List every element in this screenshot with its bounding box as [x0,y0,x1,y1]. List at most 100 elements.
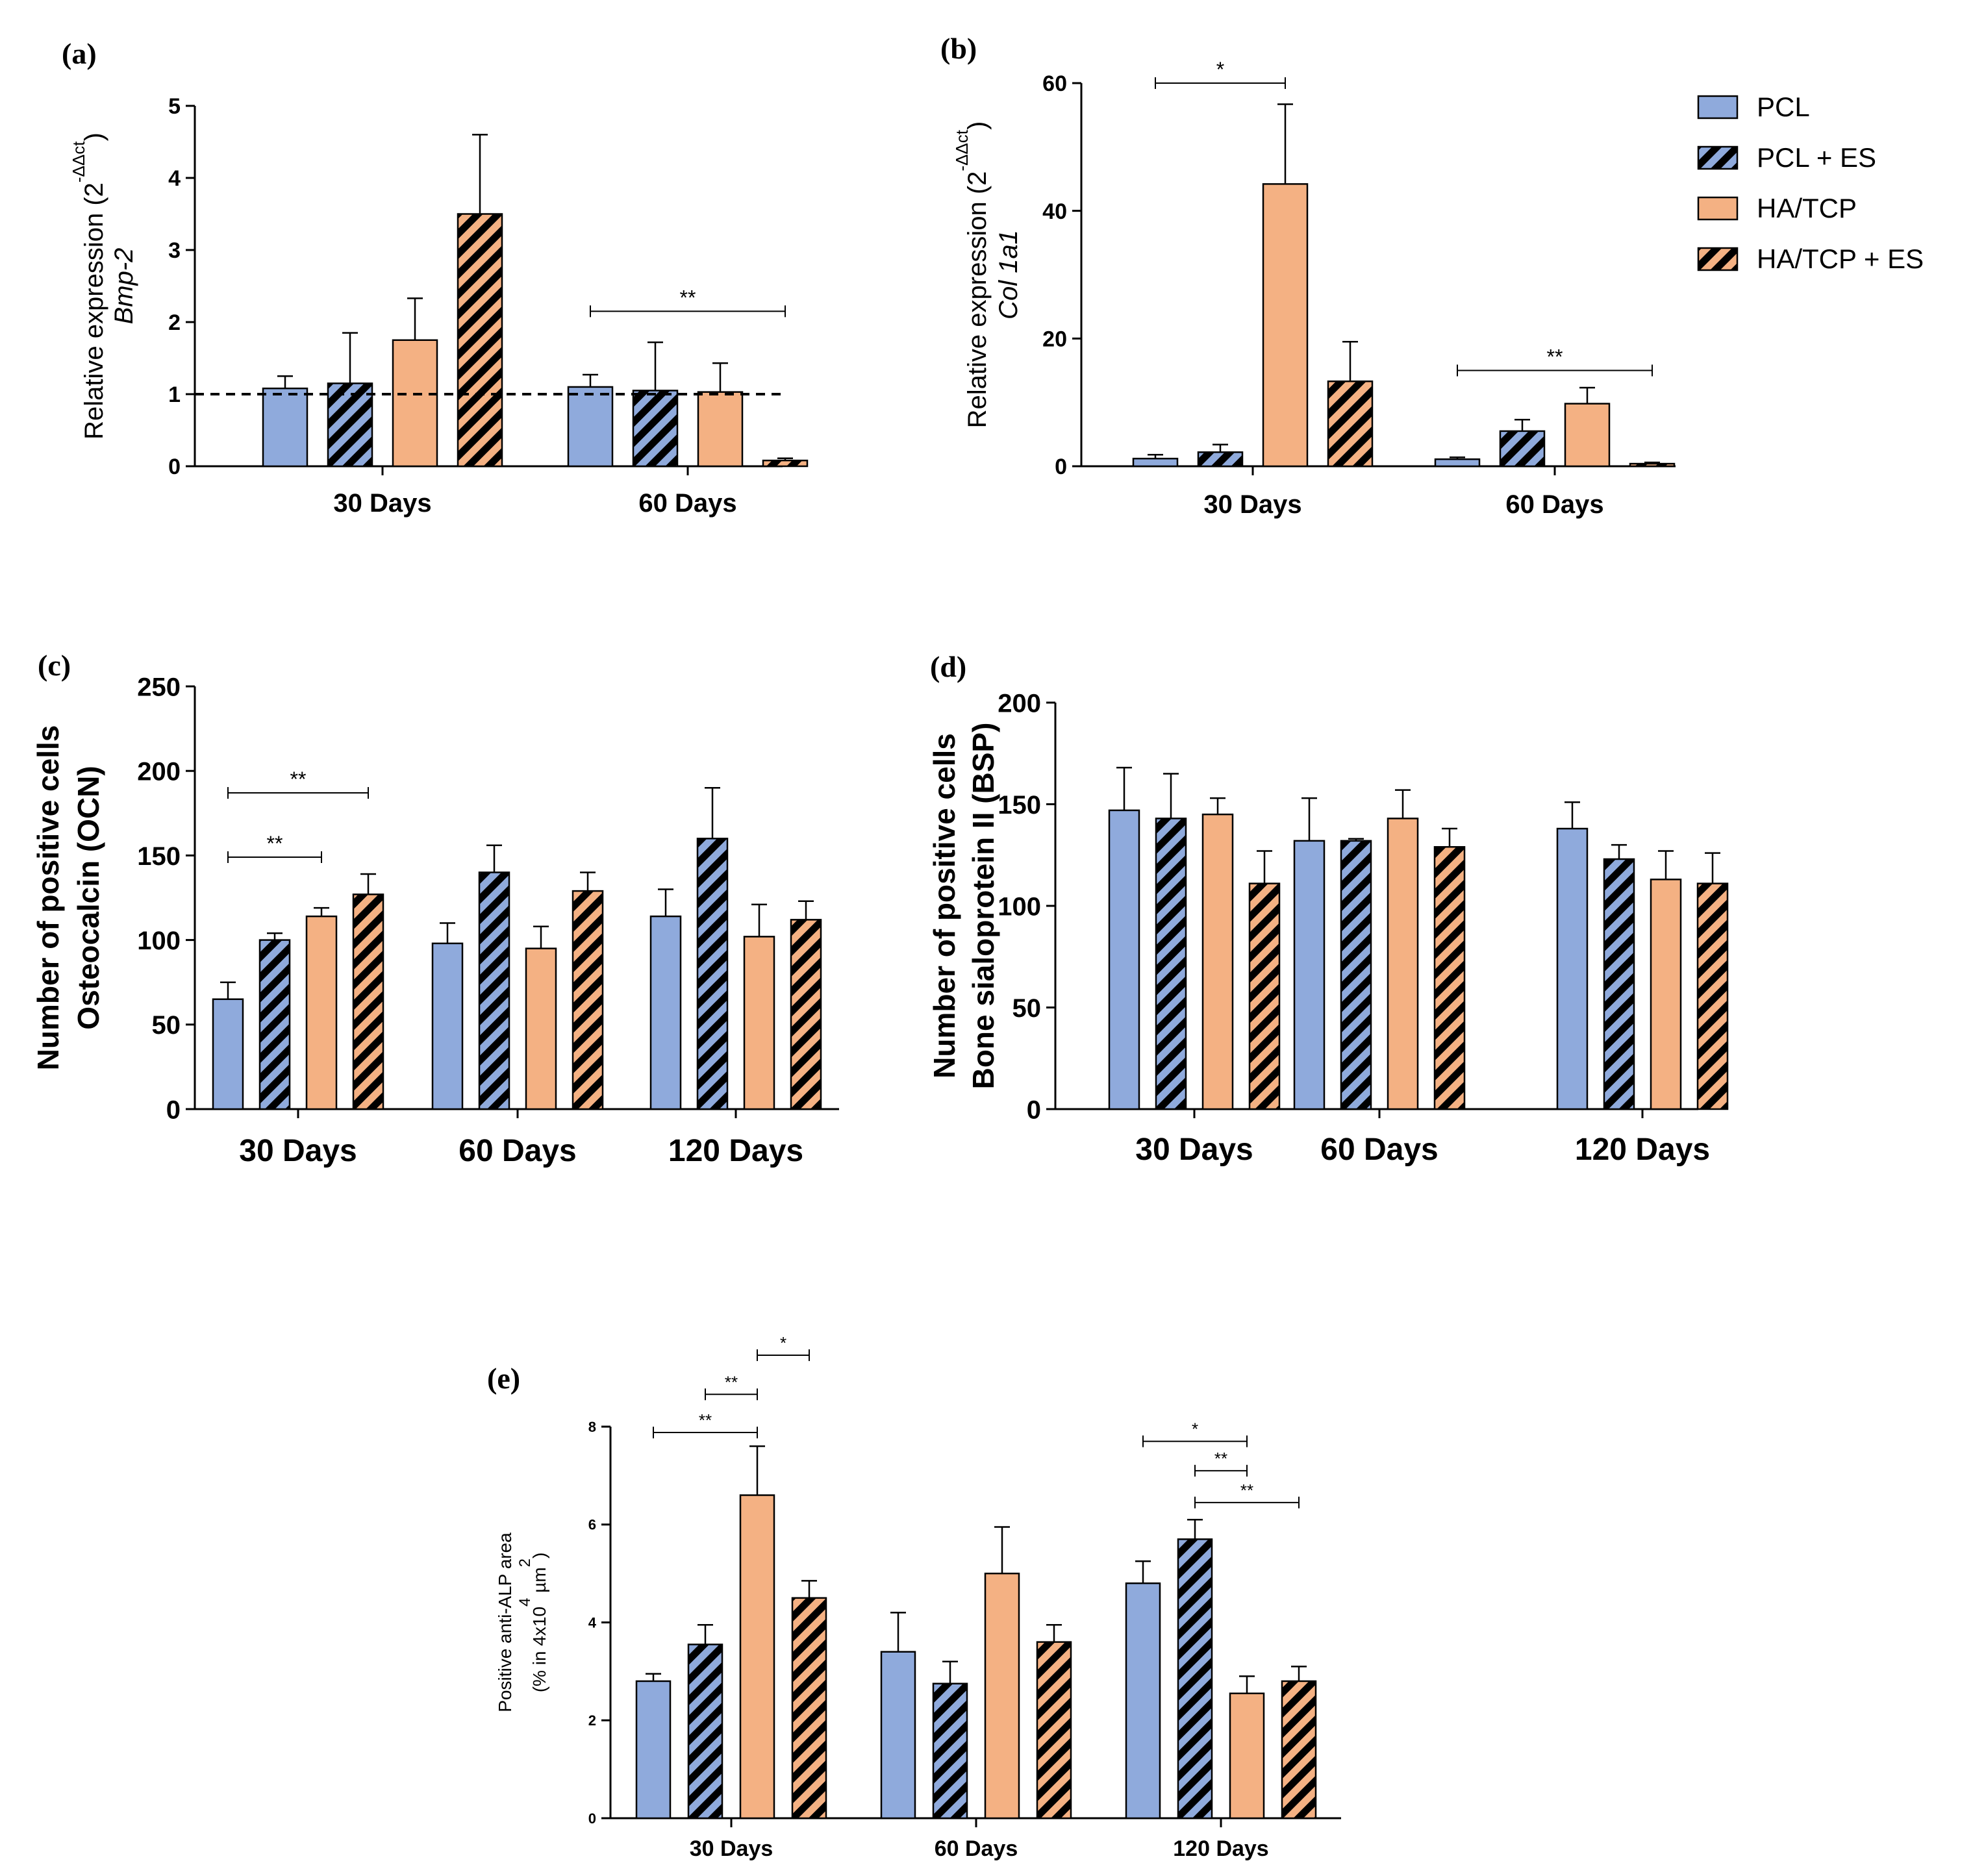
y-tick-label: 200 [998,689,1041,718]
bar-pcl-es [258,939,291,1110]
bar-pcl [431,942,464,1110]
y-axis-title-text: Osteocalcin (OCN) [71,766,105,1029]
bar-pcl-es-outline [1603,858,1635,1110]
bar-hatcp-es [352,894,384,1110]
legend-swatch-outline [1697,247,1739,271]
bar-hatcp [743,936,775,1110]
bar-hatcp-outline [984,1572,1020,1820]
bar-pcl-es-hatch [1178,1539,1212,1818]
bar-hatcp-es-hatch [353,894,383,1109]
bar-hatcp-outline [305,915,338,1110]
bar-hatcp [697,391,744,468]
bar-hatcp-fill [985,1573,1019,1818]
y-tick-label: 150 [137,842,181,871]
bar-hatcp-es [1248,882,1281,1110]
bar-pcl-es-hatch [697,838,727,1109]
y-axis-title-text: Relative expression (2 [963,171,992,429]
significance-label: * [1192,1420,1198,1439]
y-tick-label: 40 [1042,199,1067,224]
significance-label: ** [1240,1481,1253,1500]
legend-swatch-fill [1698,197,1737,219]
bar-hatcp [305,915,338,1110]
bar-pcl-outline [262,387,308,468]
y-tick-label: 4 [588,1614,597,1631]
legend-item: HA/TCP + ES [1697,244,1924,274]
bar-pcl-es-outline [932,1682,968,1820]
bar-pcl-es [1603,858,1635,1110]
y-tick-label: 100 [998,892,1041,921]
bar-pcl-es [932,1682,968,1820]
x-tick-label: 120 Days [1575,1132,1710,1167]
x-tick-label: 30 Days [1203,490,1301,519]
significance-label: ** [267,832,283,855]
y-axis-title-text: Positive anti-ALP area [495,1532,515,1712]
bar-hatcp-es-outline [457,213,503,468]
x-tick-label: 60 Days [638,489,736,518]
bar-pcl-es-outline [1499,430,1546,468]
bar-hatcp-es-outline [762,459,809,468]
bar-pcl-es-outline [1197,451,1244,468]
bar-hatcp-fill [526,948,556,1109]
legend-swatch [1697,145,1739,170]
bar-hatcp-es [1433,845,1466,1110]
y-axis-title-superscript: -ΔΔct [69,141,88,182]
bar-hatcp-es-outline [1327,380,1374,468]
bar-hatcp [1650,879,1682,1110]
y-tick-label: 0 [168,455,181,479]
bar-pcl-es-hatch [633,390,677,466]
bar-hatcp-es-hatch [792,1597,826,1818]
bar-pcl-fill [433,943,462,1109]
x-tick-label: 120 Days [668,1134,803,1168]
panel-label: (d) [930,650,966,683]
y-axis-title-superscript: 4 [516,1598,534,1607]
bar-hatcp [739,1494,775,1820]
bar-pcl-fill [1557,829,1587,1109]
y-tick-label: 6 [588,1517,596,1533]
y-tick-label: 8 [588,1419,596,1435]
bar-pcl [262,387,308,468]
bar-pcl-es-hatch [1604,859,1634,1109]
legend-swatch [1697,95,1739,119]
bar-hatcp-es-outline [791,1597,827,1820]
y-tick-label: 60 [1042,71,1067,96]
y-axis-title-text: Bone sialoprotein II (BSP) [966,723,1000,1090]
bar-pcl [649,915,682,1110]
bar-hatcp-es-hatch [1630,464,1674,466]
y-tick-label: 0 [166,1095,181,1124]
significance-label: * [780,1333,786,1353]
x-tick-label: 60 Days [935,1836,1018,1861]
significance-label: * [1216,58,1224,81]
bar-hatcp-es-hatch [1250,883,1279,1109]
bar-hatcp-es-outline [1629,462,1676,468]
bar-hatcp-es [1281,1680,1317,1820]
y-axis-title-text: Col 1a1 [994,230,1023,319]
y-tick-label: 4 [168,166,181,191]
legend-label: HA/TCP [1757,193,1857,223]
bar-pcl [1556,827,1589,1110]
bar-pcl-outline [567,386,614,468]
y-tick-label: 50 [1012,994,1042,1023]
legend-item: HA/TCP [1697,193,1857,223]
bar-pcl-es-hatch [328,383,372,466]
bar-pcl-fill [213,999,243,1109]
bar-hatcp-outline [1387,818,1419,1110]
bar-hatcp-outline [1262,183,1309,468]
bar-hatcp-es [790,919,822,1110]
bar-hatcp-es-hatch [1328,381,1372,466]
bar-pcl-es [478,871,510,1110]
bar-pcl-fill [636,1681,670,1818]
bar-hatcp-outline [1229,1692,1265,1820]
bar-hatcp-fill [1565,403,1609,466]
bar-hatcp-es-hatch [791,919,821,1109]
y-axis-title: Number of positive cells [31,725,65,1071]
bar-hatcp-fill [744,936,774,1109]
bar-hatcp-outline [392,339,438,468]
legend-swatch [1697,196,1739,221]
bar-hatcp-outline [739,1494,775,1820]
bar-hatcp-es-outline [1248,882,1281,1110]
y-tick-label: 0 [1055,455,1067,479]
bar-pcl [1108,809,1140,1110]
y-tick-label: 2 [168,310,181,335]
bar-hatcp-es-hatch [573,891,603,1109]
y-axis-subtitle: (% in 4x104 µm2) [516,1553,549,1693]
